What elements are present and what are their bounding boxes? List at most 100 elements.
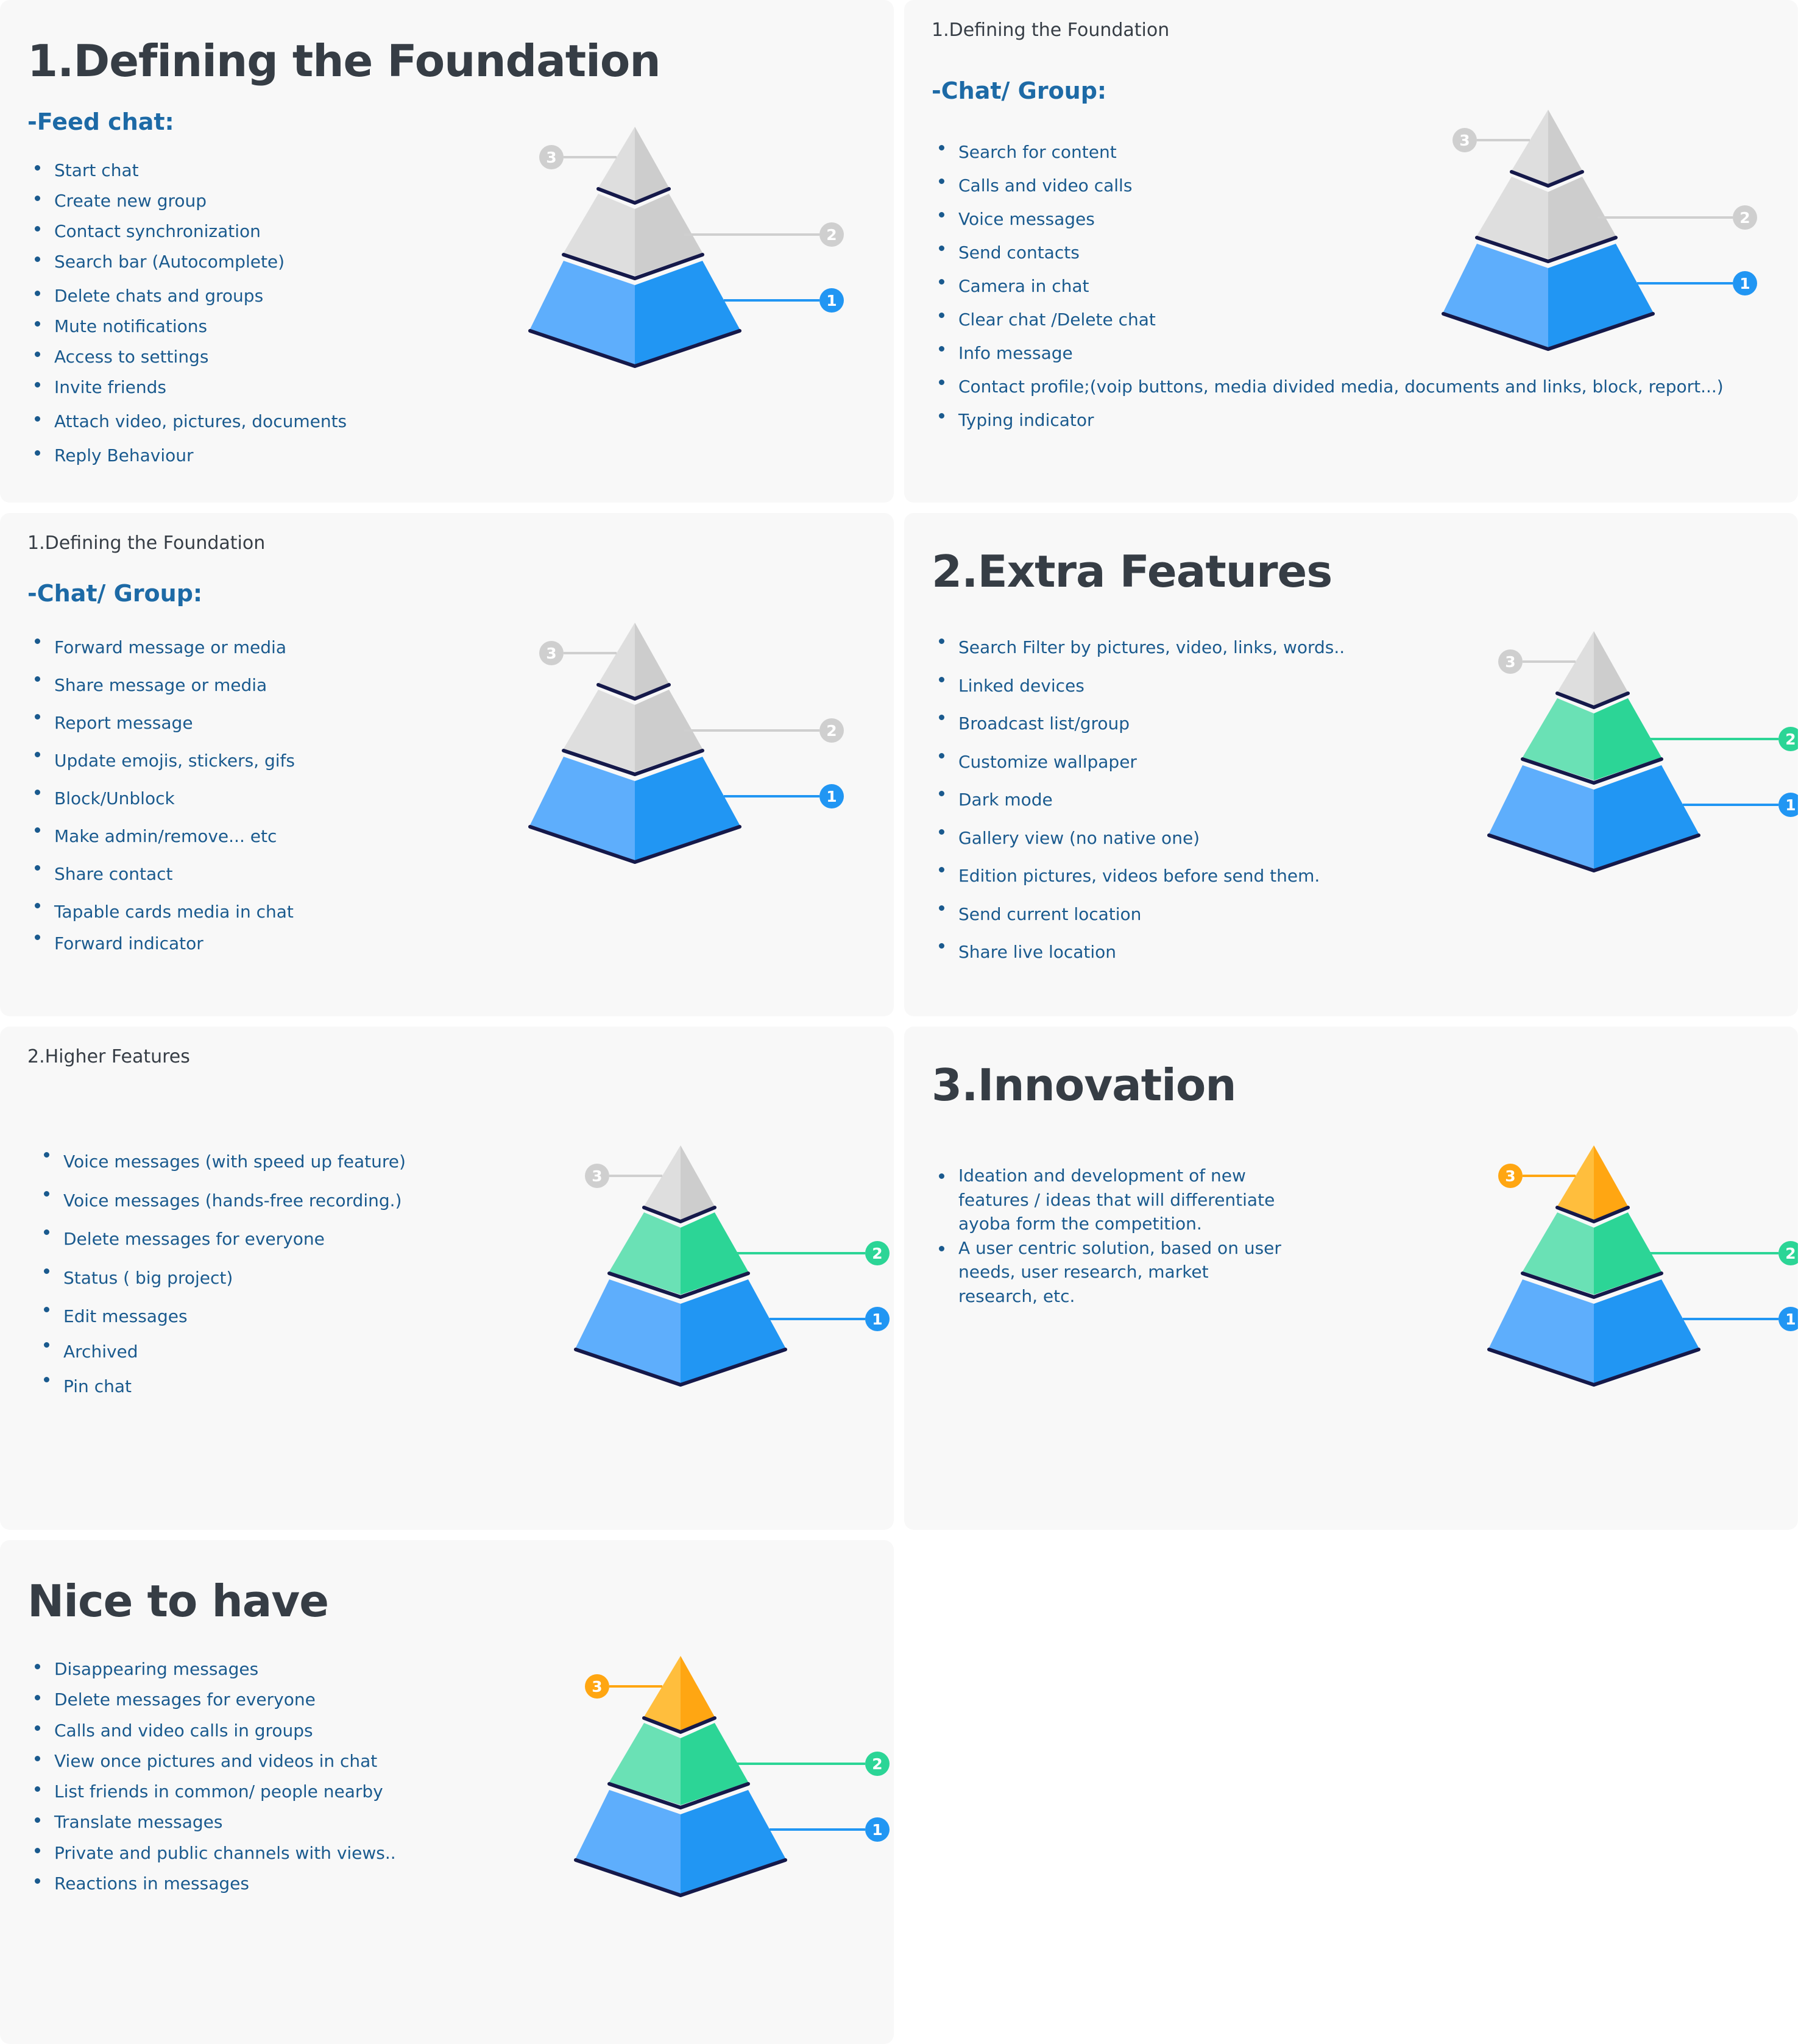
list-item: Share live location <box>932 933 1345 972</box>
pyramid-diagram: 1 2 3 <box>574 1145 890 1387</box>
list-item: Edition pictures, videos before send the… <box>932 857 1345 896</box>
card-subtitle: -Chat/ Group: <box>27 580 203 607</box>
pyramid-level-2-left-face <box>564 690 635 772</box>
list-item: Dark mode <box>932 781 1345 819</box>
level-2-badge-number: 2 <box>826 722 837 740</box>
pyramid-diagram: 1 2 3 <box>574 1656 890 1897</box>
list-item: Broadcast list/group <box>932 705 1345 743</box>
level-2-badge-number: 2 <box>826 226 837 244</box>
pyramid-base-edge <box>1442 312 1655 351</box>
pyramid-base-edge <box>528 329 741 368</box>
pyramid-level-1-left-face <box>1443 244 1548 347</box>
list-item: Block/Unblock <box>27 780 295 818</box>
pyramid-level-1-right-face <box>1594 1279 1699 1383</box>
card-innovation: 3.Innovation Ideation and development of… <box>904 1027 1798 1530</box>
pyramid-edge-1-2 <box>607 1782 750 1809</box>
card-title: 2.Extra Features <box>932 546 1332 597</box>
level-2-badge <box>1778 1241 1798 1265</box>
pyramid-edge-1-2 <box>607 1271 750 1299</box>
feature-list: Search Filter by pictures, video, links,… <box>932 629 1345 972</box>
list-item: Delete chats and groups <box>27 281 347 311</box>
pyramid-level-2-right-face <box>681 1723 748 1805</box>
level-2-badge <box>819 718 844 743</box>
pyramid-base-edge <box>1487 833 1700 872</box>
pyramid-level-1-right-face <box>635 757 740 860</box>
pyramid-level-2-right-face <box>635 194 702 276</box>
pyramid-level-2-right-face <box>1594 698 1661 780</box>
pyramid-level-2-right-face <box>635 690 702 772</box>
pyramid-level-1-right-face <box>1594 765 1699 869</box>
level-1-badge-number: 1 <box>1785 1310 1796 1328</box>
list-item: Access to settings <box>27 342 347 372</box>
pyramid-level-1-left-face <box>1489 765 1594 869</box>
list-item: Camera in chat <box>932 269 1724 303</box>
list-item: Linked devices <box>932 667 1345 705</box>
list-item: List friends in common/ people nearby <box>27 1777 396 1807</box>
pyramid-edge-1-2 <box>1521 1271 1663 1299</box>
feature-list: Ideation and development of new features… <box>932 1164 1285 1308</box>
level-1-badge <box>1733 271 1757 295</box>
pyramid-diagram: 1 2 3 <box>1442 110 1757 351</box>
list-item: Create new group <box>27 186 347 216</box>
list-item: Search for content <box>932 135 1724 169</box>
level-3-badge <box>539 145 564 169</box>
list-item: Invite friends <box>27 372 347 403</box>
level-3-badge-number: 3 <box>1505 1167 1515 1185</box>
list-item: Customize wallpaper <box>932 743 1345 782</box>
pyramid-layers <box>1487 631 1700 872</box>
level-3-badge <box>1498 1164 1523 1188</box>
list-item: Tapable cards media in chat <box>27 893 295 931</box>
pyramid-level-1-left-face <box>576 1790 681 1894</box>
card-title: 1.Defining the Foundation <box>27 35 661 87</box>
level-1-badge <box>819 288 844 313</box>
level-2-badge <box>1733 205 1757 230</box>
level-3-badge <box>1452 128 1477 152</box>
pyramid-edge-2-3 <box>1510 170 1584 188</box>
feature-list: Voice messages (with speed up feature) V… <box>37 1142 406 1406</box>
pyramid-level-2-left-face <box>1523 698 1594 780</box>
card-title: 3.Innovation <box>932 1059 1237 1111</box>
level-1-badge-number: 1 <box>872 1821 882 1839</box>
feature-list: Disappearing messages Delete messages fo… <box>27 1654 396 1899</box>
list-item: Private and public channels with views.. <box>27 1838 396 1869</box>
pyramid-diagram: 1 2 3 <box>528 623 844 864</box>
pyramid-level-3-right-face <box>1594 1145 1628 1220</box>
pyramid-level-2-left-face <box>609 1723 681 1805</box>
pyramid-level-1-left-face <box>576 1279 681 1383</box>
pyramid-layers <box>574 1145 787 1387</box>
level-3-badge <box>539 641 564 665</box>
level-3-badge-number: 3 <box>546 645 556 662</box>
list-item: Disappearing messages <box>27 1654 396 1685</box>
pyramid-level-1-left-face <box>530 757 635 860</box>
card-chat-group-1: 1.Defining the Foundation -Chat/ Group: … <box>904 0 1798 503</box>
pyramid-level-3-right-face <box>1548 110 1582 184</box>
pyramid-level-2-left-face <box>609 1212 681 1295</box>
list-item: Translate messages <box>27 1807 396 1837</box>
pyramid-level-2-right-face <box>1548 177 1616 259</box>
pyramid-layers <box>1487 1145 1700 1387</box>
card-title: 2.Higher Features <box>27 1046 190 1067</box>
level-3-badge-number: 3 <box>592 1167 602 1185</box>
level-3-badge-number: 3 <box>546 149 556 166</box>
pyramid-level-3-right-face <box>635 623 669 697</box>
pyramid-base-edge <box>1487 1348 1700 1387</box>
pyramid-edge-1-2 <box>562 749 704 776</box>
list-item: Voice messages <box>932 202 1724 236</box>
pyramid-diagram: 1 2 3 <box>1487 631 1798 872</box>
level-1-badge <box>865 1817 890 1842</box>
level-2-badge <box>865 1752 890 1776</box>
pyramid-level-3-left-face <box>598 623 635 697</box>
list-item: Share contact <box>27 855 295 893</box>
list-item: Typing indicator <box>932 403 1724 437</box>
list-item: Status ( big project) <box>37 1259 406 1298</box>
pyramid-edge-2-3 <box>596 187 671 205</box>
level-2-badge-number: 2 <box>872 1755 882 1773</box>
feature-list: Forward message or media Share message o… <box>27 629 295 963</box>
list-item: Contact synchronization <box>27 216 347 247</box>
list-item: Search Filter by pictures, video, links,… <box>932 629 1345 667</box>
pyramid-level-1-left-face <box>530 261 635 364</box>
list-item: Contact profile;(voip buttons, media div… <box>932 370 1724 403</box>
pyramid-edge-2-3 <box>596 683 671 701</box>
feature-list: Search for content Calls and video calls… <box>932 135 1724 437</box>
list-item: Reply Behaviour <box>27 440 347 471</box>
